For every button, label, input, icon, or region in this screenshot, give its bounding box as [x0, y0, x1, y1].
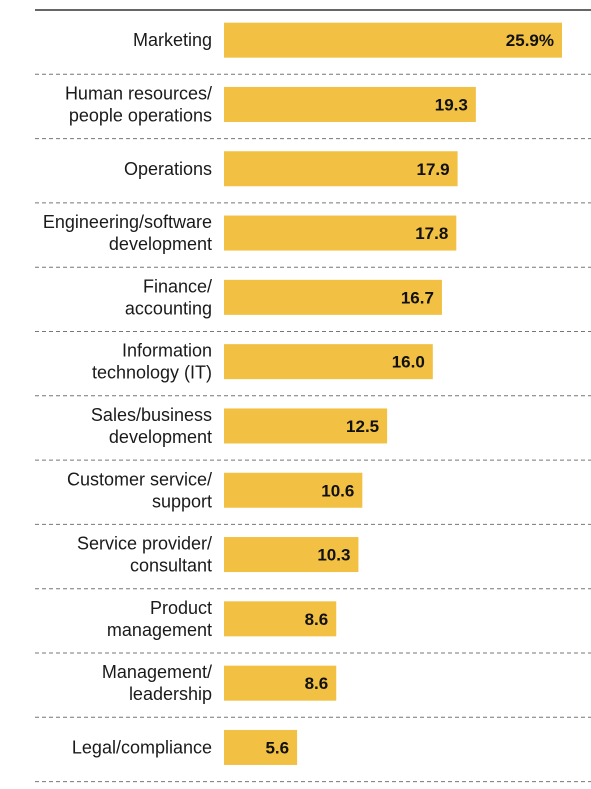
category-label: Product	[150, 598, 212, 618]
category-label: consultant	[130, 556, 212, 576]
category-label: management	[107, 620, 212, 640]
bar	[224, 729, 298, 765]
category-label: Finance/	[143, 276, 212, 296]
bar	[224, 151, 458, 187]
value-label: 19.3	[435, 95, 468, 114]
value-label: 16.0	[392, 353, 425, 372]
category-label: development	[109, 427, 212, 447]
bar	[224, 408, 388, 444]
value-label: 16.7	[401, 288, 434, 307]
value-label: 17.8	[415, 224, 448, 243]
category-label: people operations	[69, 105, 212, 125]
value-label: 10.3	[317, 546, 350, 565]
category-label: development	[109, 234, 212, 254]
bar	[224, 472, 363, 508]
category-label: Legal/compliance	[72, 737, 212, 757]
value-label: 25.9%	[506, 31, 554, 50]
value-label: 10.6	[321, 481, 354, 500]
bar	[224, 665, 337, 701]
category-label: Marketing	[133, 30, 212, 50]
category-label: leadership	[129, 684, 212, 704]
bar	[224, 279, 442, 315]
bar	[224, 344, 433, 380]
bar	[224, 215, 457, 251]
value-label: 17.9	[417, 160, 450, 179]
bar	[224, 537, 359, 573]
value-label: 8.6	[305, 610, 329, 629]
category-label: Sales/business	[91, 405, 212, 425]
category-label: Engineering/software	[43, 212, 212, 232]
bar	[224, 86, 476, 122]
value-label: 5.6	[265, 738, 289, 757]
category-label: Service provider/	[77, 534, 212, 554]
category-label: support	[152, 491, 212, 511]
category-label: Management/	[102, 662, 212, 682]
category-label: Information	[122, 341, 212, 361]
value-label: 12.5	[346, 417, 379, 436]
bar	[224, 22, 562, 58]
category-label: Operations	[124, 159, 212, 179]
category-label: Customer service/	[67, 469, 212, 489]
category-label: technology (IT)	[92, 363, 212, 383]
category-label: Human resources/	[65, 83, 212, 103]
category-label: accounting	[125, 298, 212, 318]
bar	[224, 601, 337, 637]
value-label: 8.6	[305, 674, 329, 693]
